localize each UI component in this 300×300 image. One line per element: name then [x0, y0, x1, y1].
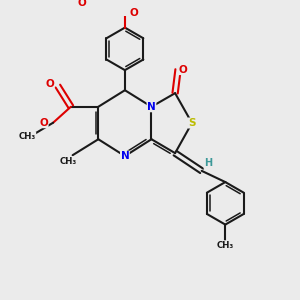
- Text: O: O: [130, 8, 139, 18]
- Text: O: O: [45, 79, 54, 89]
- Text: O: O: [179, 64, 188, 74]
- Text: N: N: [147, 102, 156, 112]
- Text: O: O: [39, 118, 48, 128]
- Text: H: H: [204, 158, 212, 169]
- Text: O: O: [77, 0, 86, 8]
- Text: CH₃: CH₃: [19, 132, 36, 141]
- Text: N: N: [121, 151, 129, 161]
- Text: CH₃: CH₃: [60, 157, 77, 166]
- Text: CH₃: CH₃: [217, 241, 234, 250]
- Text: S: S: [188, 118, 196, 128]
